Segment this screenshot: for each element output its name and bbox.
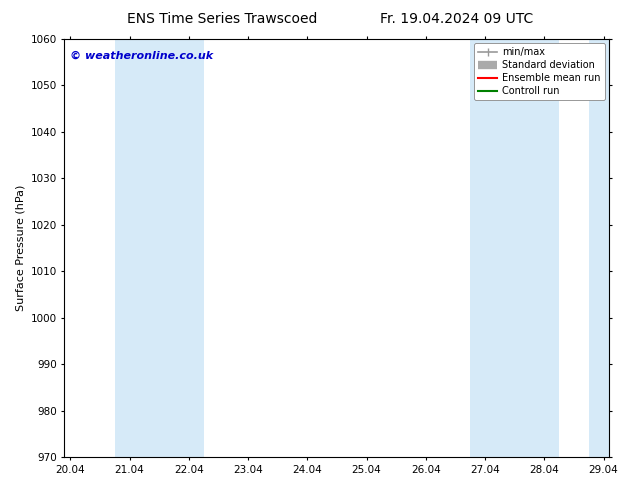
Text: © weatheronline.co.uk: © weatheronline.co.uk <box>70 51 213 61</box>
Legend: min/max, Standard deviation, Ensemble mean run, Controll run: min/max, Standard deviation, Ensemble me… <box>474 44 605 100</box>
Text: ENS Time Series Trawscoed: ENS Time Series Trawscoed <box>127 12 317 26</box>
Text: Fr. 19.04.2024 09 UTC: Fr. 19.04.2024 09 UTC <box>380 12 533 26</box>
Bar <box>589 39 609 457</box>
Y-axis label: Surface Pressure (hPa): Surface Pressure (hPa) <box>15 185 25 311</box>
Bar <box>115 39 204 457</box>
Bar <box>470 39 559 457</box>
